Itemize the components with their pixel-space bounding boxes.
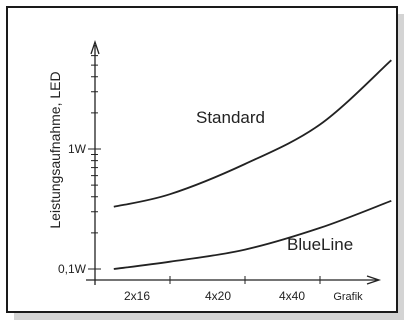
series-line-blueline — [113, 199, 392, 270]
x-tick-label: 2x16 — [124, 289, 150, 303]
series-line-standard — [113, 59, 392, 208]
series-label-standard: Standard — [196, 108, 265, 127]
frame-shadow-bottom — [14, 312, 404, 320]
x-tick-label: 4x20 — [205, 289, 231, 303]
frame-shadow-right — [396, 14, 404, 320]
frame-border — [6, 6, 398, 313]
y-tick-label: 0,1W — [58, 262, 87, 276]
y-axis-arrow — [90, 39, 100, 55]
x-axis-arrow — [366, 275, 382, 285]
y-tick-label: 1W — [68, 142, 87, 156]
x-tick-label: 4x40 — [279, 289, 305, 303]
x-tick-label: Grafik — [333, 291, 363, 303]
series-label-blueline: BlueLine — [287, 235, 353, 254]
y-axis-label: Leistungsaufnahme, LED — [47, 71, 63, 228]
